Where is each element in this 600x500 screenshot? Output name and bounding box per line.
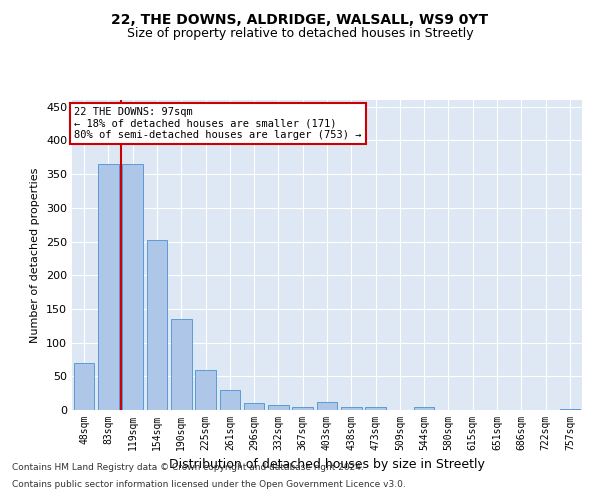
Bar	[74, 363, 94, 410]
Bar	[292, 406, 313, 410]
Bar	[171, 319, 191, 410]
Bar	[122, 164, 143, 410]
Bar	[414, 408, 434, 410]
Text: Contains HM Land Registry data © Crown copyright and database right 2024.: Contains HM Land Registry data © Crown c…	[12, 464, 364, 472]
Bar	[341, 406, 362, 410]
Text: Size of property relative to detached houses in Streetly: Size of property relative to detached ho…	[127, 28, 473, 40]
Text: 22, THE DOWNS, ALDRIDGE, WALSALL, WS9 0YT: 22, THE DOWNS, ALDRIDGE, WALSALL, WS9 0Y…	[112, 12, 488, 26]
Bar	[220, 390, 240, 410]
Bar	[98, 164, 119, 410]
X-axis label: Distribution of detached houses by size in Streetly: Distribution of detached houses by size …	[169, 458, 485, 471]
Bar	[365, 408, 386, 410]
Bar	[268, 404, 289, 410]
Bar	[560, 408, 580, 410]
Text: Contains public sector information licensed under the Open Government Licence v3: Contains public sector information licen…	[12, 480, 406, 489]
Text: 22 THE DOWNS: 97sqm
← 18% of detached houses are smaller (171)
80% of semi-detac: 22 THE DOWNS: 97sqm ← 18% of detached ho…	[74, 106, 362, 140]
Bar	[317, 402, 337, 410]
Y-axis label: Number of detached properties: Number of detached properties	[31, 168, 40, 342]
Bar	[146, 240, 167, 410]
Bar	[244, 404, 265, 410]
Bar	[195, 370, 216, 410]
